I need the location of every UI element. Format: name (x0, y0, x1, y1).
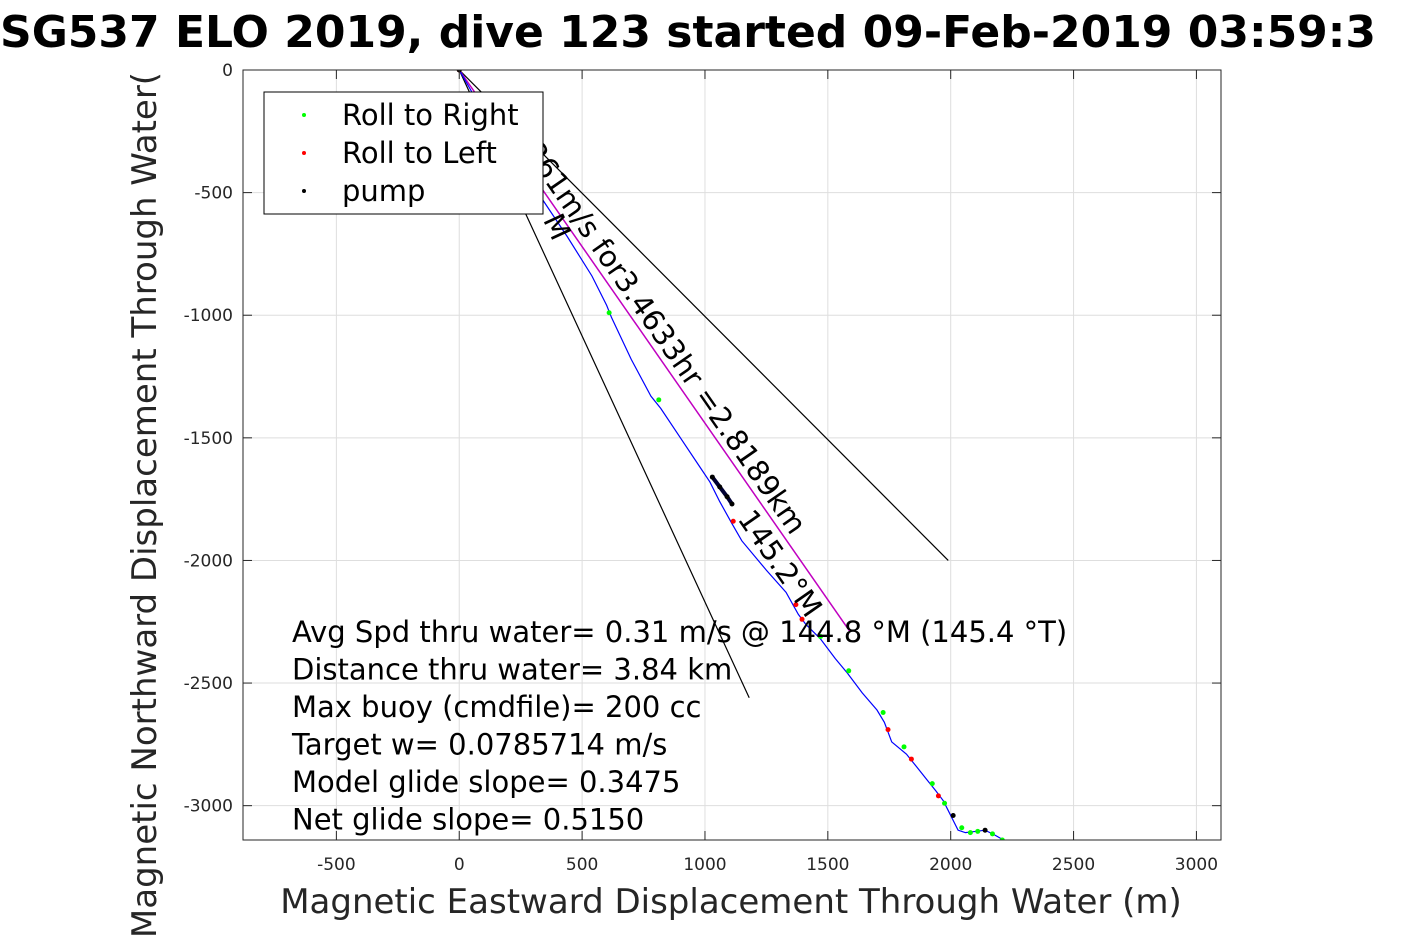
roll-right-point (656, 397, 662, 403)
roll-right-point (942, 800, 948, 806)
roll-left-point (908, 756, 914, 762)
y-tick-label: -500 (194, 184, 233, 204)
roll-left-point (799, 616, 805, 622)
roll-left-point (793, 602, 799, 608)
chart-title: SG537 ELO 2019, dive 123 started 09-Feb-… (0, 7, 1376, 58)
stats-line: Avg Spd thru water= 0.31 m/s @ 144.8 °M … (292, 615, 1067, 649)
ticks: -500 0 500 1000 1500 2000 2500 3000 0 -500 -1000 -1… (184, 61, 1221, 875)
pump-point (982, 827, 988, 833)
roll-right-point (817, 633, 823, 639)
pump-point (950, 812, 956, 818)
roll-right-point (999, 837, 1005, 840)
roll-left-point (885, 727, 891, 733)
legend-label-pump: pump (342, 174, 425, 208)
pump-point (724, 494, 730, 500)
x-tick-label: 1500 (806, 855, 849, 875)
roll-right-point (967, 830, 973, 836)
stats-line: Model glide slope= 0.3475 (292, 765, 680, 799)
y-axis-label: Magnetic Northward Displacement Through … (125, 72, 165, 938)
legend-box (263, 91, 544, 215)
x-tick-label: 0 (454, 855, 465, 875)
y-tick-label: -2500 (184, 674, 233, 694)
x-tick-label: 500 (566, 855, 598, 875)
roll-right-point (880, 709, 886, 715)
stats-line: Max buoy (cmdfile)= 200 cc (292, 690, 701, 724)
y-tick-label: -1000 (184, 306, 233, 326)
roll-right-point (901, 744, 907, 750)
roll-right-point (846, 668, 852, 674)
x-axis-label: Magnetic Eastward Displacement Through W… (280, 882, 1182, 922)
plot-frame (242, 69, 1222, 841)
legend-marker-pump (302, 189, 306, 193)
y-tick-label: 0 (222, 61, 233, 81)
x-tick-label: 1000 (683, 855, 726, 875)
pump-point (709, 474, 715, 480)
legend-marker-roll-right (302, 113, 306, 117)
legend-label-roll-right: Roll to Right (342, 98, 519, 132)
roll-right-point (929, 781, 935, 787)
legend: Roll to Right Roll to Left pump (263, 91, 544, 215)
roll-left-point (730, 518, 736, 524)
roll-right-point (606, 310, 612, 316)
y-tick-label: -3000 (184, 797, 233, 817)
roll-right-point (989, 831, 995, 837)
roll-right-point (959, 825, 965, 831)
y-tick-label: -1500 (184, 429, 233, 449)
roll-right-point (975, 828, 981, 834)
stats-line: Distance thru water= 3.84 km (292, 653, 732, 687)
y-tick-label: -2000 (184, 551, 233, 571)
stats-line: Net glide slope= 0.5150 (292, 803, 644, 837)
stats-line: Target w= 0.0785714 m/s (291, 728, 667, 762)
roll-left-point (935, 793, 941, 799)
pump-segment (710, 475, 734, 506)
legend-marker-roll-left (302, 151, 306, 155)
x-tick-label: 2500 (1052, 855, 1095, 875)
pump-point (729, 501, 735, 507)
pump-point (717, 484, 723, 490)
x-tick-label: 3000 (1175, 855, 1218, 875)
legend-label-roll-left: Roll to Left (342, 136, 497, 170)
x-tick-label: 2000 (929, 855, 972, 875)
x-tick-label: -500 (317, 855, 356, 875)
